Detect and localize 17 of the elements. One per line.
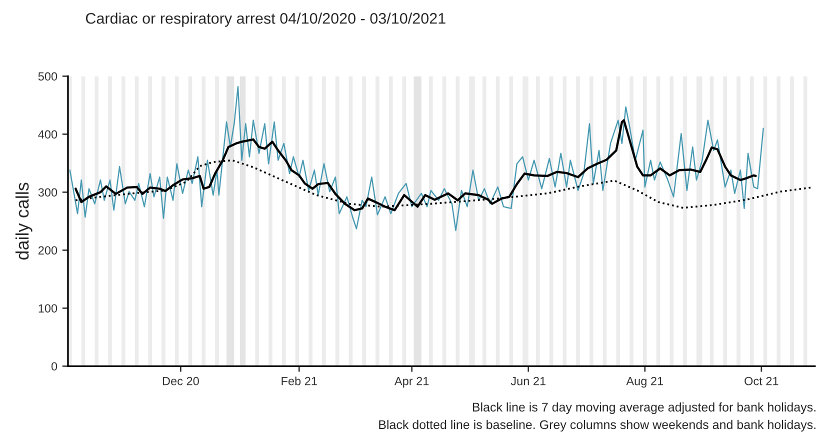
y-tick-label: 0 xyxy=(51,362,58,371)
line-series xyxy=(69,86,764,232)
y-tick-label: 200 xyxy=(38,246,58,255)
text: Black line is 7 day moving average adjusted for bank holidays. xyxy=(472,402,816,414)
x-tick-label: Oct 21 xyxy=(744,376,778,386)
y-tick-label: 500 xyxy=(38,72,58,81)
x-tick-label: Aug 21 xyxy=(626,376,664,388)
chart-title: Cardiac or respiratory arrest 04/10/2020 - 03/10/2021 xyxy=(86,12,446,27)
x-tick-label: Feb 21 xyxy=(282,376,317,386)
y-tick-label: 400 xyxy=(38,130,58,139)
x-tick-label: Jun 21 xyxy=(510,376,546,386)
x-tick-label: Apr 21 xyxy=(394,376,429,388)
y-axis-title: daily calls xyxy=(15,182,32,260)
y-tick-label: 300 xyxy=(38,188,58,197)
y-tick-label: 100 xyxy=(38,304,58,313)
text: Black dotted line is baseline. Grey columns show weekends and bank holidays. xyxy=(379,420,816,432)
x-tick-label: Dec 20 xyxy=(162,376,199,386)
